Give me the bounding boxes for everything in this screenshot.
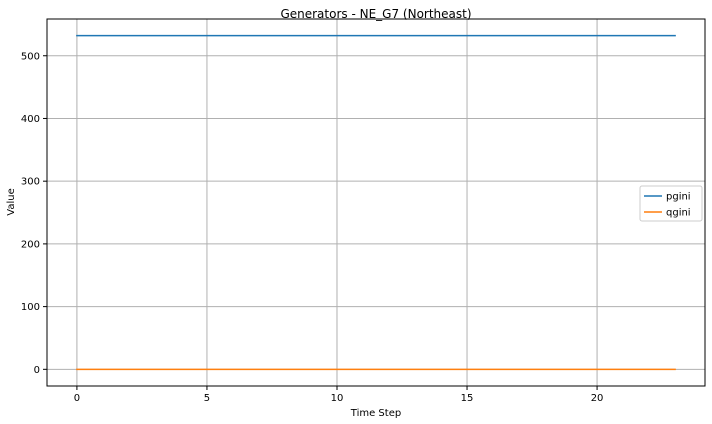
legend: pgini qgini [639,185,703,222]
x-tick-label: 5 [204,393,210,404]
legend-label-qgini: qgini [666,208,691,219]
series-layer [76,34,676,371]
x-axis-ticks: 0 5 10 15 20 [74,386,604,404]
y-tick-label: 300 [21,177,40,188]
plot-frame [46,18,706,387]
x-tick-label: 20 [591,393,604,404]
x-tick-label: 15 [461,393,474,404]
x-tick-label: 10 [331,393,344,404]
legend-label-pgini: pgini [666,192,691,203]
y-axis-ticks: 0 100 200 300 400 500 [21,51,47,376]
y-tick-label: 200 [21,239,40,250]
y-tick-label: 0 [34,365,40,376]
x-axis-label: Time Step [350,408,401,419]
y-tick-label: 100 [21,302,40,313]
y-axis-label: Value [6,188,17,215]
chart-title: Generators - NE_G7 (Northeast) [280,7,471,21]
x-tick-label: 0 [74,393,80,404]
y-tick-label: 500 [21,51,40,62]
y-tick-label: 400 [21,114,40,125]
